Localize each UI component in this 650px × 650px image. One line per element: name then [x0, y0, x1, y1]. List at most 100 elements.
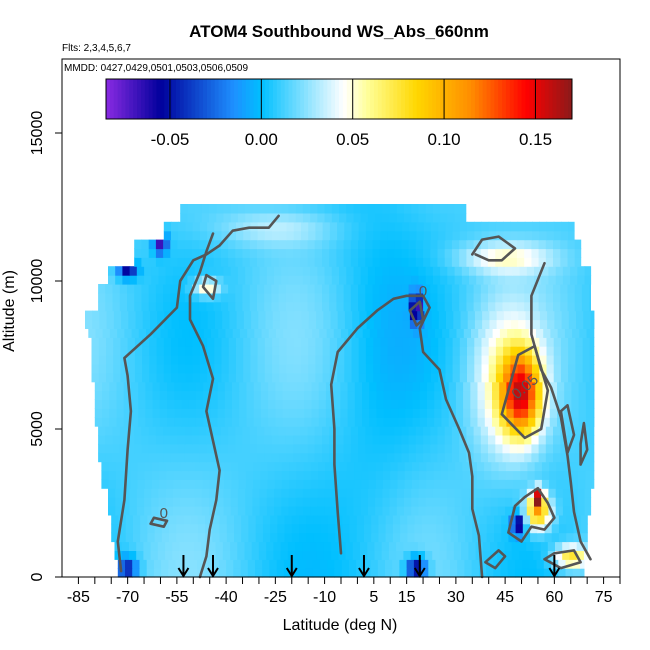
heatmap-cell — [553, 452, 561, 463]
heatmap-cell — [250, 346, 259, 356]
heatmap-cell — [384, 328, 393, 338]
heatmap-cell — [192, 292, 200, 303]
colorbar-segment — [443, 79, 449, 119]
heatmap-cell — [279, 372, 288, 383]
heatmap-cell — [226, 523, 235, 534]
heatmap-cell — [184, 452, 193, 463]
heatmap-cell — [380, 363, 389, 374]
heatmap-cell — [109, 399, 118, 409]
heatmap-cell — [524, 426, 532, 436]
heatmap-cell — [365, 346, 374, 356]
heatmap-cell — [358, 443, 366, 454]
heatmap-cell — [360, 266, 369, 276]
heatmap-cell — [541, 497, 549, 507]
heatmap-cell — [113, 319, 122, 329]
heatmap-cell — [574, 248, 582, 258]
heatmap-cell — [130, 408, 139, 418]
heatmap-cell — [457, 568, 465, 578]
heatmap-cell — [322, 284, 330, 294]
heatmap-cell — [163, 372, 172, 383]
heatmap-cell — [318, 381, 327, 392]
heatmap-cell — [459, 292, 467, 303]
heatmap-cell — [331, 204, 340, 214]
heatmap-cell — [418, 506, 427, 516]
heatmap-cell — [434, 328, 443, 338]
heatmap-cell — [476, 266, 484, 276]
colorbar-segment — [230, 79, 235, 119]
heatmap-cell — [470, 417, 479, 427]
heatmap-cell — [246, 381, 255, 392]
heatmap-cell — [108, 266, 116, 276]
heatmap-cell — [389, 488, 398, 498]
heatmap-cell — [308, 355, 316, 365]
heatmap-cell — [272, 230, 280, 241]
heatmap-cell — [214, 355, 223, 365]
heatmap-cell — [425, 550, 433, 560]
heatmap-cell — [459, 452, 467, 463]
heatmap-cell — [448, 399, 457, 409]
contour-label: 0 — [160, 505, 168, 522]
heatmap-cell — [423, 346, 432, 356]
heatmap-cell — [567, 426, 576, 436]
heatmap-cell — [245, 497, 253, 507]
heatmap-cell — [450, 514, 459, 525]
heatmap-cell — [180, 212, 188, 223]
heatmap-cell — [274, 275, 282, 285]
heatmap-cell — [528, 381, 536, 392]
contour-line — [559, 404, 576, 454]
heatmap-cell — [416, 363, 425, 374]
heatmap-cell — [163, 248, 171, 258]
heatmap-cell — [370, 568, 379, 578]
heatmap-cell — [418, 266, 427, 276]
heatmap-cell — [488, 346, 497, 356]
heatmap-cell — [354, 399, 363, 409]
heatmap-cell — [463, 381, 471, 392]
heatmap-cell — [517, 337, 526, 347]
heatmap-cell — [177, 443, 186, 454]
heatmap-cell — [518, 550, 527, 560]
heatmap-cell — [459, 443, 467, 454]
heatmap-cell — [495, 284, 504, 294]
heatmap-cell — [431, 310, 440, 321]
heatmap-cell — [550, 328, 559, 338]
heatmap-cell — [148, 426, 157, 436]
heatmap-cell — [151, 470, 160, 480]
heatmap-cell — [396, 204, 405, 214]
heatmap-cell — [443, 523, 452, 534]
heatmap-cell — [237, 204, 246, 214]
heatmap-cell — [172, 266, 181, 276]
heatmap-cell — [278, 443, 287, 454]
heatmap-cell — [149, 355, 158, 365]
heatmap-cell — [301, 337, 309, 347]
heatmap-cell — [92, 319, 100, 329]
heatmap-cell — [358, 355, 367, 365]
heatmap-cell — [346, 479, 355, 489]
heatmap-cell — [415, 239, 424, 250]
heatmap-cell — [471, 559, 480, 569]
heatmap-cell — [181, 417, 190, 427]
colorbar-segment — [397, 79, 402, 119]
heatmap-cell — [372, 292, 381, 303]
heatmap-cell — [178, 230, 186, 241]
heatmap-cell — [427, 408, 435, 418]
heatmap-cell — [253, 381, 262, 392]
heatmap-cell — [553, 355, 562, 365]
heatmap-cell — [303, 479, 312, 489]
heatmap-cell — [527, 461, 536, 472]
heatmap-cell — [277, 532, 286, 543]
heatmap-cell — [419, 381, 428, 392]
colorbar-segment — [377, 79, 383, 119]
heatmap-cell — [98, 284, 106, 294]
heatmap-cell — [383, 479, 391, 489]
heatmap-cell — [450, 532, 459, 543]
heatmap-cell — [159, 390, 168, 400]
heatmap-cell — [526, 266, 535, 276]
heatmap-cell — [137, 479, 146, 489]
heatmap-cell — [376, 390, 385, 400]
heatmap-cell — [159, 461, 167, 472]
heatmap-cell — [252, 488, 261, 498]
heatmap-cell — [489, 319, 498, 329]
heatmap-cell — [351, 346, 360, 356]
x-tick-label: -55 — [165, 589, 188, 606]
